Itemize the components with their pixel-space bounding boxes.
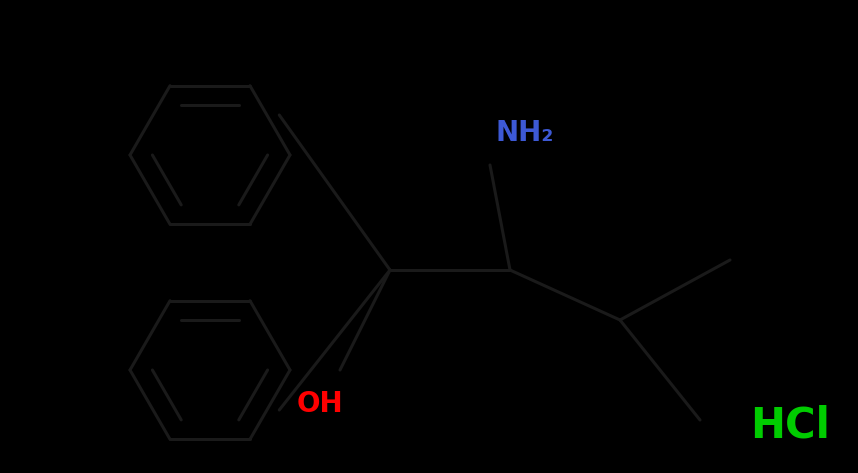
Text: NH₂: NH₂ [495,119,553,147]
Text: HCl: HCl [750,404,830,446]
Text: OH: OH [297,390,343,418]
